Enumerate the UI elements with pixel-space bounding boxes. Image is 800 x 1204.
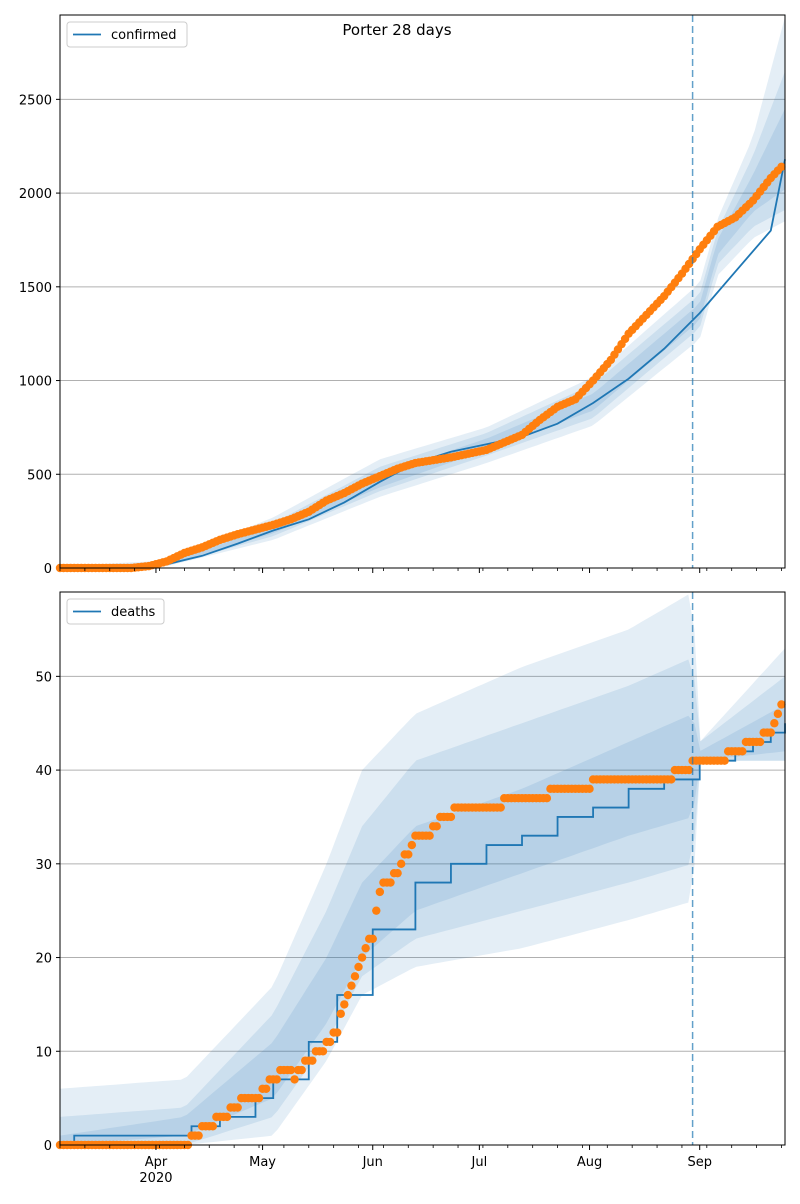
legend-label: confirmed bbox=[111, 28, 177, 43]
y-tick-label: 1500 bbox=[19, 281, 52, 296]
observed-point bbox=[350, 972, 360, 981]
observed-point bbox=[766, 728, 775, 737]
observed-point bbox=[407, 840, 417, 850]
observed-point bbox=[372, 906, 381, 915]
observed-point bbox=[318, 1047, 328, 1056]
deaths-panel: 0 10 20 30 40 50 Apr May Jun Jul Aug Sep 2020 deaths bbox=[35, 591, 786, 1186]
y-tick-label: 0 bbox=[44, 1139, 52, 1154]
observed-point bbox=[347, 981, 356, 990]
observed-point bbox=[290, 1075, 299, 1084]
legend-label: deaths bbox=[111, 605, 156, 620]
observed-point bbox=[261, 1084, 271, 1093]
y-tick-label: 50 bbox=[35, 670, 52, 685]
chart-suptitle: Porter 28 days bbox=[342, 21, 451, 39]
observed-point bbox=[208, 1122, 218, 1131]
observed-point bbox=[194, 1131, 203, 1140]
observed-point bbox=[396, 859, 406, 869]
deaths-model-line bbox=[60, 723, 786, 1146]
y-tick-label: 20 bbox=[35, 952, 52, 967]
y-tick-label: 0 bbox=[44, 562, 52, 577]
observed-point bbox=[308, 1056, 317, 1065]
observed-point bbox=[667, 775, 676, 784]
y-tick-label: 10 bbox=[35, 1045, 52, 1060]
y-tick-label: 2500 bbox=[19, 93, 52, 108]
observed-point bbox=[222, 1112, 232, 1122]
uncertainty-band-inner bbox=[60, 704, 785, 1145]
observed-point bbox=[585, 784, 594, 794]
x-tick-label: May bbox=[249, 1155, 276, 1170]
x-tick-label: Jul bbox=[471, 1155, 488, 1170]
legend-box bbox=[66, 21, 188, 48]
observed-point bbox=[404, 850, 413, 859]
confirmed-model-line bbox=[60, 159, 786, 569]
confirmed-panel: 0 500 1000 1500 2000 2500 confirmed bbox=[19, 14, 786, 577]
observed-point bbox=[720, 756, 729, 765]
plot-frame bbox=[59, 591, 786, 1146]
observed-point bbox=[254, 1093, 264, 1103]
y-tick-label: 30 bbox=[35, 858, 52, 873]
observed-point bbox=[684, 765, 694, 775]
observed-point bbox=[354, 962, 363, 972]
observed-point bbox=[336, 1009, 345, 1018]
x-tick-label: Sep bbox=[687, 1155, 712, 1170]
observed-point bbox=[386, 878, 395, 887]
observed-point bbox=[297, 1065, 306, 1075]
observed-point bbox=[325, 1037, 335, 1047]
y-tick-label: 2000 bbox=[19, 187, 52, 202]
observed-point bbox=[755, 737, 765, 747]
observed-point bbox=[773, 709, 783, 719]
observed-point bbox=[272, 1075, 281, 1084]
observed-point bbox=[368, 934, 377, 943]
observed-point bbox=[777, 700, 786, 709]
observed-point bbox=[432, 822, 441, 831]
observed-point bbox=[496, 803, 505, 812]
observed-point bbox=[340, 1000, 349, 1009]
observed-point bbox=[738, 747, 747, 756]
observed-point bbox=[357, 953, 367, 962]
x-tick-label: Aug bbox=[577, 1155, 602, 1170]
y-tick-label: 40 bbox=[35, 764, 52, 779]
observed-point bbox=[770, 719, 779, 728]
observed-point bbox=[542, 794, 552, 803]
plot-frame bbox=[59, 14, 786, 569]
observed-point bbox=[425, 831, 434, 840]
observed-point bbox=[343, 990, 353, 1000]
observed-point bbox=[777, 162, 786, 172]
observed-point bbox=[446, 812, 456, 822]
observed-point bbox=[393, 868, 402, 878]
observed-point bbox=[333, 1028, 342, 1037]
x-tick-label: Jun bbox=[362, 1155, 383, 1170]
legend-box bbox=[66, 598, 165, 625]
uncertainty-band-outer bbox=[60, 594, 785, 1145]
observed-point bbox=[361, 943, 370, 953]
observed-point bbox=[375, 887, 385, 897]
uncertainty-band-middle bbox=[60, 71, 785, 568]
observed-point bbox=[286, 1065, 296, 1075]
y-tick-label: 1000 bbox=[19, 375, 52, 390]
y-tick-label: 500 bbox=[27, 468, 52, 483]
observed-point bbox=[233, 1103, 242, 1112]
x-year-label: 2020 bbox=[139, 1171, 172, 1186]
x-tick-label: Apr bbox=[145, 1155, 168, 1170]
